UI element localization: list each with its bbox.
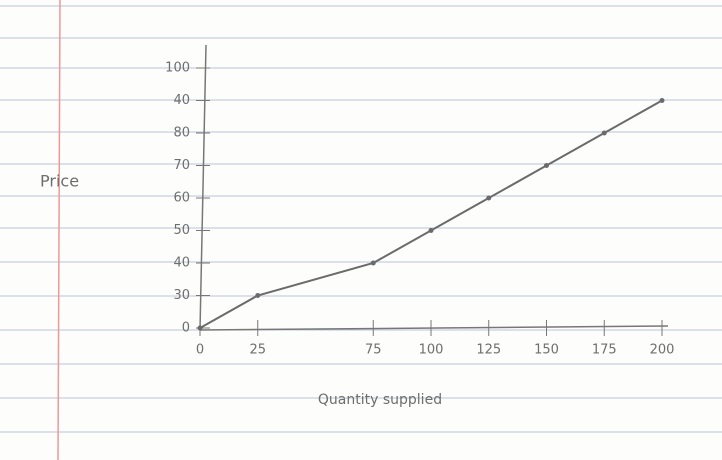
x-axis xyxy=(199,325,669,331)
y-tick-label: 30 xyxy=(173,288,190,303)
data-point xyxy=(428,228,434,233)
y-axis-label: Price xyxy=(40,172,79,191)
data-point xyxy=(659,98,665,103)
x-tick-label: 125 xyxy=(476,343,501,358)
data-point xyxy=(601,130,607,136)
y-tick-label: 50 xyxy=(173,223,190,238)
data-point xyxy=(544,163,549,168)
y-tick-label: 40 xyxy=(173,256,190,271)
x-tick-label: 25 xyxy=(249,343,266,358)
y-tick-label: 40 xyxy=(173,93,190,108)
y-tick-label: 60 xyxy=(173,191,190,206)
data-point xyxy=(370,260,376,266)
x-tick-label: 100 xyxy=(419,343,444,358)
data-point xyxy=(197,325,203,331)
x-tick-label: 175 xyxy=(592,343,617,358)
y-tick-label: 0 xyxy=(182,321,190,336)
y-tick-label: 100 xyxy=(165,61,190,76)
x-axis-label: Quantity supplied xyxy=(318,392,442,408)
x-tick-label: 200 xyxy=(650,343,675,358)
y-tick-label: 70 xyxy=(173,158,190,173)
y-axis xyxy=(199,44,207,331)
x-tick-label: 75 xyxy=(365,343,382,358)
x-tick-label: 150 xyxy=(534,343,559,358)
y-tick-label: 80 xyxy=(173,126,190,141)
data-point xyxy=(255,293,261,298)
data-point xyxy=(486,195,492,201)
x-tick-label: 0 xyxy=(196,343,204,358)
data-line xyxy=(199,99,663,329)
